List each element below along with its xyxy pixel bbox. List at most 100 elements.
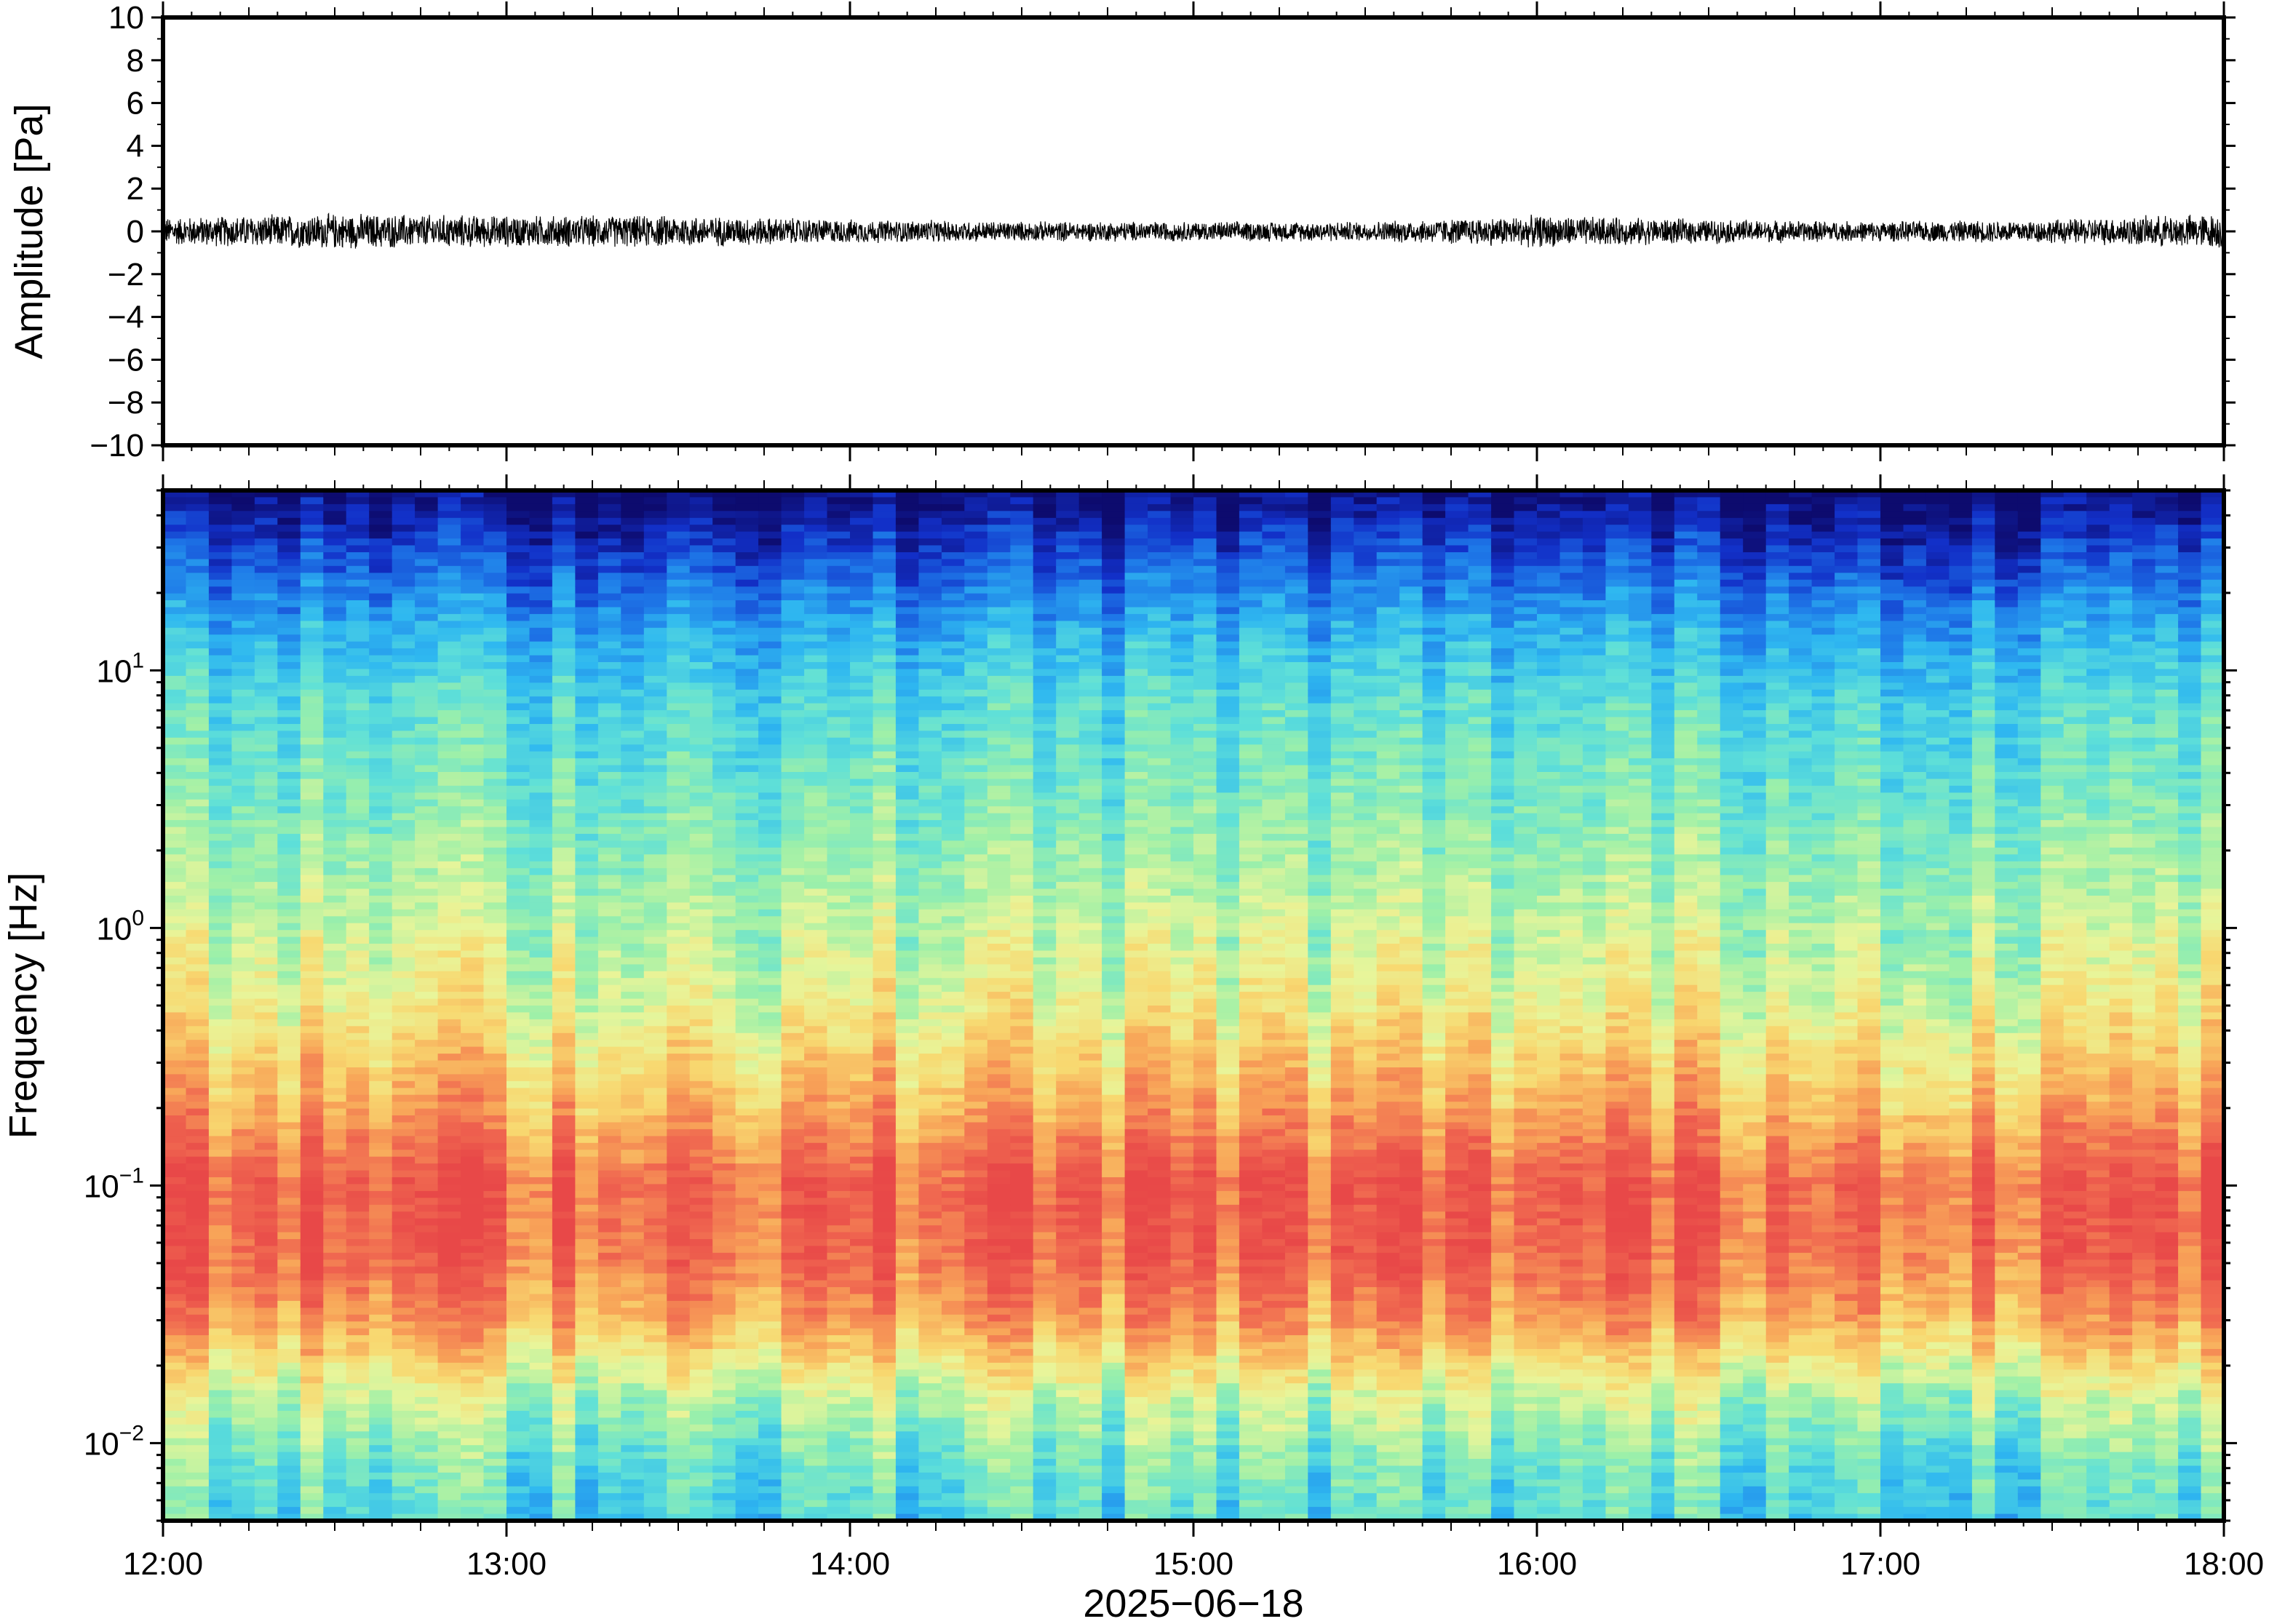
spectrogram-cell <box>186 1479 210 1487</box>
spectrogram-cell <box>483 689 507 697</box>
spectrogram-cell <box>300 538 325 546</box>
spectrogram-cell <box>552 1424 576 1432</box>
spectrogram-cell <box>483 944 507 952</box>
spectrogram-cell <box>277 641 301 649</box>
spectrogram-cell <box>392 840 416 848</box>
spectrogram-cell <box>254 799 279 807</box>
spectrogram-cell <box>346 1383 370 1391</box>
spectrogram-cell <box>804 1362 828 1371</box>
spectrogram-cell <box>231 1184 255 1192</box>
spectrogram-cell <box>254 930 279 938</box>
spectrogram-cell <box>712 820 736 828</box>
spectrogram-cell <box>827 861 851 869</box>
spectrogram-cell <box>575 675 599 684</box>
spectrogram-cell <box>186 600 210 608</box>
spectrogram-cell <box>529 586 553 594</box>
spectrogram-cell <box>873 1218 897 1226</box>
spectrogram-cell <box>689 1404 713 1412</box>
spectrogram-cell <box>643 888 668 896</box>
spectrogram-cell <box>163 573 187 581</box>
spectrogram-cell <box>597 984 622 992</box>
spectrogram-cell <box>461 607 485 615</box>
spectrogram-cell <box>254 813 279 821</box>
spectrogram-cell <box>735 1108 759 1116</box>
spectrogram-cell <box>277 517 301 525</box>
spectrogram-cell <box>231 1287 255 1295</box>
spectrogram-cell <box>208 1424 233 1432</box>
spectrogram-cell <box>850 682 874 690</box>
spectrogram-cell <box>850 964 874 972</box>
spectrogram-cell <box>163 1067 187 1075</box>
spectrogram-cell <box>300 682 325 690</box>
spectrogram-cell <box>186 538 210 546</box>
spectrogram-cell <box>300 1246 325 1254</box>
spectrogram-cell <box>689 1479 713 1487</box>
spectrogram-cell <box>621 785 645 794</box>
spectrogram-cell <box>346 1136 370 1144</box>
spectrogram-cell <box>163 717 187 725</box>
spectrogram-cell <box>369 737 393 745</box>
spectrogram-cell <box>277 1190 301 1199</box>
spectrogram-cell <box>827 517 851 525</box>
spectrogram-cell <box>873 703 897 711</box>
spectrogram-cell <box>437 1115 461 1123</box>
spectrogram-cell <box>712 1115 736 1123</box>
spectrogram-cell <box>621 1349 645 1357</box>
spectrogram-cell <box>643 1390 668 1398</box>
spectrogram-cell <box>827 998 851 1006</box>
spectrogram-cell <box>231 1108 255 1116</box>
spectrogram-cell <box>415 978 439 986</box>
spectrogram-cell <box>323 1177 347 1185</box>
spectrogram-cell <box>621 1108 645 1116</box>
spectrogram-cell <box>712 799 736 807</box>
spectrogram-cell <box>369 1190 393 1199</box>
spectrogram-cell <box>621 1452 645 1460</box>
spectrogram-cell <box>850 978 874 986</box>
spectrogram-cell <box>873 950 897 958</box>
spectrogram-cell <box>208 1411 233 1419</box>
spectrogram-cell <box>552 1019 576 1027</box>
spectrogram-cell <box>689 902 713 910</box>
spectrogram-cell <box>827 944 851 952</box>
spectrogram-cell <box>575 882 599 890</box>
spectrogram-cell <box>712 621 736 629</box>
spectrogram-cell <box>208 1054 233 1062</box>
spectrogram-cell <box>735 1438 759 1446</box>
spectrogram-cell <box>758 1472 782 1481</box>
spectrogram-cell <box>827 1177 851 1185</box>
spectrogram-cell <box>873 882 897 890</box>
spectrogram-cell <box>346 957 370 966</box>
spectrogram-cell <box>231 717 255 725</box>
spectrogram-cell <box>689 538 713 546</box>
spectrogram-cell <box>415 1390 439 1398</box>
spectrogram-cell <box>873 1438 897 1446</box>
spectrogram-cell <box>712 1459 736 1467</box>
spectrogram-cell <box>461 847 485 856</box>
spectrogram-cell <box>575 511 599 519</box>
spectrogram-cell <box>208 1060 233 1068</box>
spectrogram-cell <box>346 902 370 910</box>
spectrogram-cell <box>392 834 416 842</box>
spectrogram-cell <box>277 1170 301 1178</box>
spectrogram-cell <box>506 1142 531 1150</box>
spectrogram-cell <box>621 820 645 828</box>
spectrogram-cell <box>437 1356 461 1364</box>
spectrogram-cell <box>735 1046 759 1054</box>
spectrogram-cell <box>506 607 531 615</box>
spectrogram-cell <box>208 1300 233 1309</box>
spectrogram-cell <box>346 923 370 931</box>
spectrogram-cell <box>254 1246 279 1254</box>
spectrogram-cell <box>575 669 599 677</box>
spectrogram-cell <box>689 1225 713 1233</box>
spectrogram-cell <box>758 511 782 519</box>
spectrogram-cell <box>483 1445 507 1453</box>
spectrogram-cell <box>735 1266 759 1274</box>
spectrogram-cell <box>597 662 622 670</box>
spectrogram-cell <box>437 669 461 677</box>
spectrogram-cell <box>208 1369 233 1377</box>
spectrogram-cell <box>483 751 507 759</box>
spectrogram-cell <box>597 517 622 525</box>
spectrogram-cell <box>643 923 668 931</box>
spectrogram-cell <box>529 888 553 896</box>
spectrogram-cell <box>873 662 897 670</box>
